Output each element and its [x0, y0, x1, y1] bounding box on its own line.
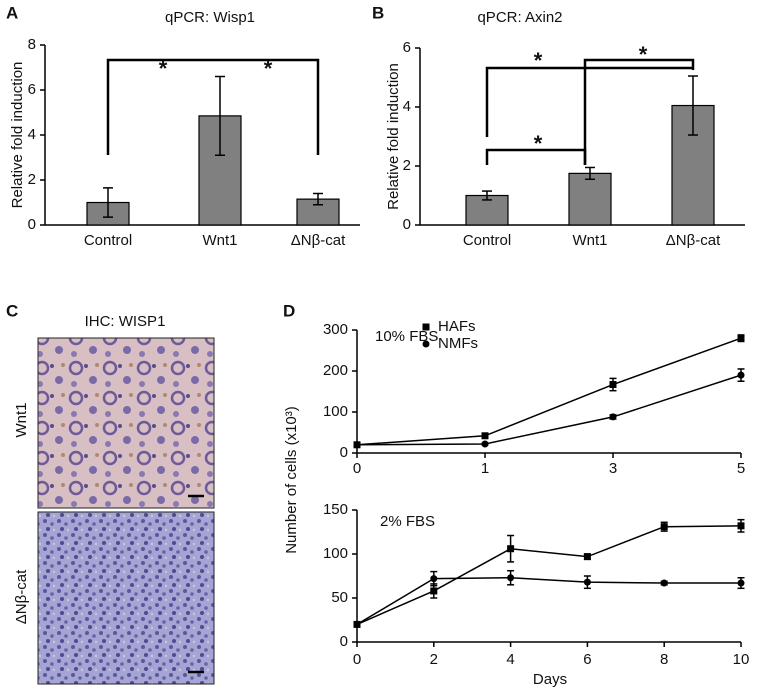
marker — [737, 522, 745, 530]
panel-letter: A — [6, 3, 18, 22]
y-tick-label: 100 — [323, 545, 348, 562]
x-tick-label: 0 — [353, 460, 361, 477]
x-tick-label: 0 — [353, 651, 361, 668]
marker — [430, 587, 438, 595]
significance-bracket — [106, 58, 320, 155]
panel-letter: C — [6, 301, 18, 320]
error-bar — [313, 192, 323, 206]
x-tick-label: 5 — [737, 460, 745, 477]
y-axis-label: Relative fold induction — [9, 62, 26, 209]
marker — [507, 574, 515, 582]
marker — [422, 340, 430, 348]
y-tick-label: 150 — [323, 501, 348, 518]
series-line — [356, 374, 742, 446]
marker — [737, 579, 745, 587]
y-tick-label: 0 — [340, 444, 348, 461]
panel-title: qPCR: Axin2 — [477, 9, 562, 26]
marker — [353, 620, 361, 628]
significance-mark: * — [534, 48, 543, 73]
x-tick-label: 1 — [481, 460, 489, 477]
series-line — [356, 577, 741, 626]
legend-label: HAFs — [438, 318, 476, 335]
x-tick-label: 4 — [506, 651, 514, 668]
y-tick-label: 4 — [403, 98, 411, 115]
legend-label: NMFs — [438, 335, 478, 352]
marker — [609, 413, 617, 421]
marker — [609, 381, 617, 389]
condition-label: 2% FBS — [380, 513, 435, 530]
significance-mark: * — [159, 56, 168, 81]
error-bar — [482, 190, 492, 201]
significance-bracket — [485, 148, 587, 165]
y-tick-label: 0 — [340, 633, 348, 650]
marker — [430, 575, 438, 583]
significance-mark: * — [264, 56, 273, 81]
y-tick-label: 2 — [403, 157, 411, 174]
error-bar — [215, 75, 225, 156]
series-line — [356, 525, 742, 626]
image-label: Wnt1 — [13, 402, 30, 437]
panel-letter: B — [372, 3, 384, 22]
significance-bracket — [485, 66, 693, 137]
marker — [507, 545, 515, 553]
x-tick-label: Wnt1 — [572, 232, 607, 249]
x-tick-label: Control — [84, 232, 132, 249]
x-tick-label: 2 — [430, 651, 438, 668]
ihc-image — [37, 337, 215, 509]
series-line — [356, 337, 742, 446]
bar — [568, 172, 612, 226]
significance-bracket — [583, 58, 695, 165]
y-tick-label: 0 — [28, 216, 36, 233]
x-tick-label: Control — [463, 232, 511, 249]
error-bar — [688, 75, 698, 136]
y-axis-label: Number of cells (x10³) — [283, 406, 300, 554]
significance-mark: * — [639, 42, 648, 67]
y-tick-label: 100 — [323, 403, 348, 420]
marker — [660, 579, 668, 587]
panel-letter: D — [283, 301, 295, 320]
y-tick-label: 6 — [28, 81, 36, 98]
significance-mark: * — [534, 131, 543, 156]
marker — [353, 441, 361, 449]
marker — [583, 553, 591, 561]
error-bar — [585, 166, 595, 181]
panel-title: IHC: WISP1 — [85, 313, 166, 330]
y-tick-label: 0 — [403, 216, 411, 233]
error-bar — [103, 187, 113, 218]
y-tick-label: 2 — [28, 171, 36, 188]
y-tick-label: 50 — [331, 589, 348, 606]
marker — [737, 334, 745, 342]
marker — [481, 440, 489, 448]
marker — [583, 578, 591, 586]
x-tick-label: ΔNβ-cat — [291, 232, 346, 249]
x-axis-label: Days — [533, 671, 567, 688]
x-tick-label: Wnt1 — [202, 232, 237, 249]
marker — [737, 371, 745, 379]
image-label: ΔNβ-cat — [13, 569, 30, 624]
panel-title: qPCR: Wisp1 — [165, 9, 255, 26]
x-tick-label: 6 — [583, 651, 591, 668]
y-tick-label: 8 — [28, 36, 36, 53]
y-axis-label: Relative fold induction — [385, 63, 402, 210]
y-tick-label: 4 — [28, 126, 36, 143]
marker — [660, 523, 668, 531]
x-tick-label: 10 — [733, 651, 750, 668]
marker — [422, 323, 430, 331]
marker — [481, 432, 489, 440]
x-tick-label: ΔNβ-cat — [666, 232, 721, 249]
y-tick-label: 300 — [323, 321, 348, 338]
x-tick-label: 8 — [660, 651, 668, 668]
y-tick-label: 200 — [323, 362, 348, 379]
x-tick-label: 3 — [609, 460, 617, 477]
ihc-image — [37, 511, 215, 685]
condition-label: 10% FBS — [375, 328, 438, 345]
y-tick-label: 6 — [403, 39, 411, 56]
